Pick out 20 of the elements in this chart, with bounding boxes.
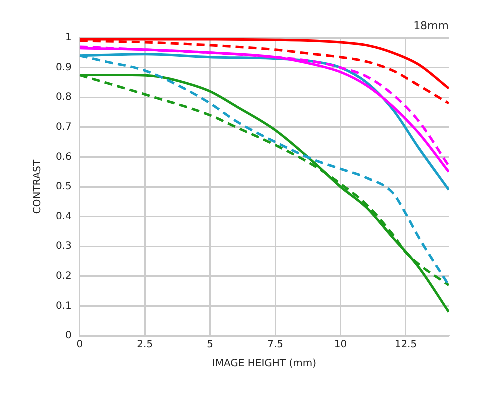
y-tick-label: 0.1: [56, 300, 72, 312]
y-tick-label: 1: [66, 32, 72, 44]
x-tick-label: 2.5: [137, 340, 154, 351]
y-tick-label: 0.7: [56, 122, 72, 133]
x-axis-title: IMAGE HEIGHT (mm): [212, 358, 317, 370]
y-tick-label: 0.9: [56, 62, 72, 74]
x-tick-label: 7.5: [268, 340, 284, 351]
x-tick-label: 0: [76, 340, 84, 351]
x-tick-label: 10: [334, 340, 348, 351]
y-tick-label: 0.3: [56, 241, 72, 252]
y-axis-title: CONTRAST: [32, 158, 44, 214]
y-tick-label: 0: [66, 330, 72, 342]
y-tick-label: 0.6: [56, 152, 72, 163]
text: 18mm: [414, 19, 449, 32]
y-tick-label: 0.5: [56, 182, 72, 193]
y-tick-label: 0.2: [56, 270, 72, 282]
x-tick-label: 5: [207, 340, 214, 351]
x-tick-label: 12.5: [394, 340, 418, 351]
y-tick-label: 0.4: [56, 211, 72, 222]
y-tick-label: 0.8: [56, 92, 72, 104]
